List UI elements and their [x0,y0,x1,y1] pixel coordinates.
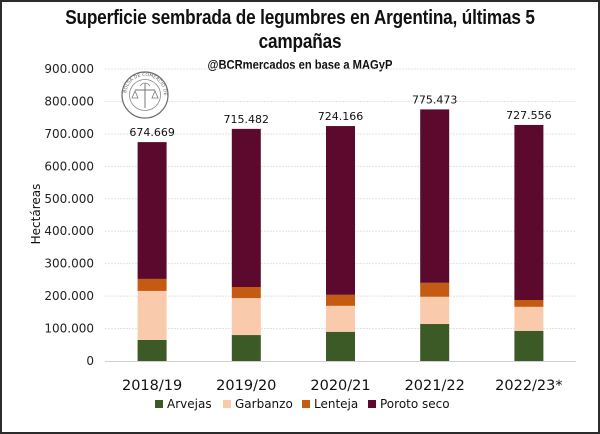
bar-stack [514,124,544,361]
bar-segment-lenteja [137,278,167,291]
bar-segment-lenteja [514,300,544,307]
chart-title-line-2: campañas [258,31,342,53]
y-tick-label: 200.000 [44,289,94,303]
total-data-label: 727.556 [506,109,552,122]
bar-segment-poroto-seco [514,124,544,301]
bar-stack [420,109,450,361]
bar-segment-poroto-seco [137,142,167,279]
bar-segment-arvejas [514,330,544,361]
bar-segment-garbanzo [514,306,544,331]
y-tick-label: 100.000 [44,322,94,336]
legend-label: Lenteja [314,397,358,411]
total-data-label: 775.473 [412,93,458,106]
legend-label: Poroto seco [380,397,450,411]
legend-swatch [223,400,231,408]
y-tick-label: 700.000 [44,127,94,141]
chart-title: Superficie sembrada de legumbres en Arge… [44,6,557,54]
y-tick-label: 300.000 [44,257,94,271]
total-data-label: 674.669 [129,126,175,139]
bar-segment-lenteja [326,294,355,306]
y-tick-label: 600.000 [44,159,94,173]
legend-item: Arvejas [155,397,212,411]
y-tick-label: 500.000 [44,192,94,206]
y-tick-label: 0 [86,354,94,368]
x-tick-label: 2022/23* [495,378,563,394]
legend-label: Garbanzo [235,397,293,411]
total-data-label: 724.166 [318,110,364,123]
bar-segment-garbanzo [420,296,450,325]
bar-segment-garbanzo [137,290,167,340]
x-axis-labels: 2018/19 2019/20 2020/21 2021/22 2022/23* [122,378,563,394]
total-labels: 674.669 715.482 724.166 775.473 727.556 [129,93,551,139]
legend-swatch [368,400,376,408]
legend-label: Arvejas [167,397,212,411]
bar-segment-arvejas [137,339,167,361]
bar-segment-garbanzo [326,305,355,332]
legend-swatch [155,400,163,408]
bar-stack [137,142,167,361]
bar-segment-poroto-seco [420,109,450,283]
bar-segment-arvejas [420,324,450,361]
bar-segment-poroto-seco [231,128,261,288]
bar-segment-lenteja [420,282,450,297]
x-tick-label: 2021/22 [405,378,465,394]
chart-title-line-1: Superficie sembrada de legumbres en Arge… [65,7,535,29]
bar-segment-lenteja [231,287,261,299]
y-tick-label: 400.000 [44,224,94,238]
legend-item: Garbanzo [223,397,293,411]
total-data-label: 715.482 [224,113,270,126]
y-axis-ticks: 0 100.000 200.000 300.000 400.000 500.000 600.… [44,62,94,368]
bar-stack [231,128,261,361]
bar-stack [326,126,355,361]
bar-segment-arvejas [326,331,355,361]
y-tick-label: 800.000 [44,94,94,108]
bar-segment-poroto-seco [326,126,355,295]
x-tick-label: 2019/20 [216,378,276,394]
y-tick-label: 900.000 [44,62,94,76]
x-tick-label: 2020/21 [310,378,370,394]
legend-item: Lenteja [302,397,358,411]
legend-swatch [302,400,310,408]
bar-segment-arvejas [231,335,261,361]
x-tick-label: 2018/19 [122,378,182,394]
bars [137,109,544,361]
bar-segment-garbanzo [231,298,261,336]
y-axis-label: Hectáreas [29,184,43,245]
legend-item: Poroto seco [368,397,450,411]
legend: Arvejas Garbanzo Lenteja Poroto seco [155,397,450,411]
chart-subtitle: @BCRmercados en base a MAGyP [207,57,393,72]
